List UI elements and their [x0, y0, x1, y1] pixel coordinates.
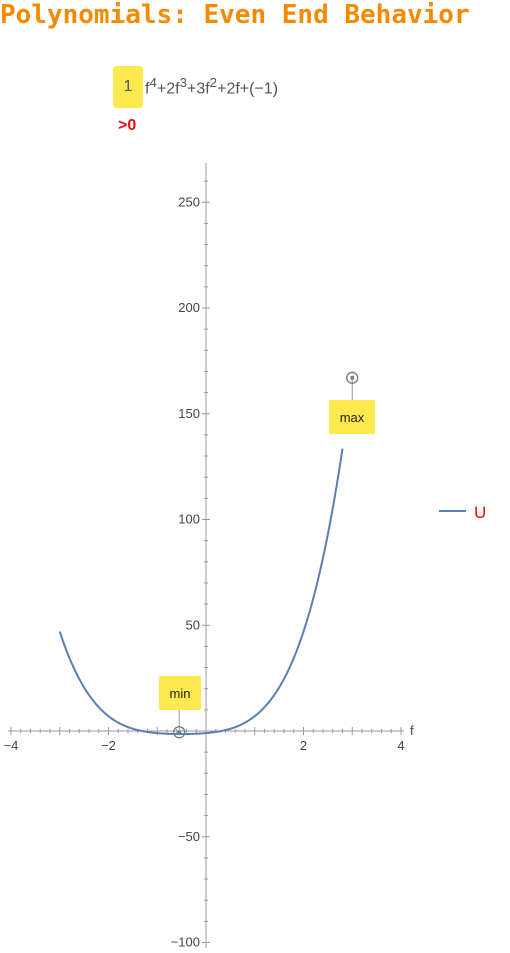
min-callout-label: min: [170, 686, 191, 701]
x-tick-label: −4: [4, 738, 19, 753]
x-tick-label: 2: [300, 738, 307, 753]
max-marker: [346, 371, 359, 384]
min-point: [177, 730, 182, 735]
annotation-layer: min max: [159, 371, 375, 739]
curve-layer: [58, 448, 344, 736]
x-axis-label: f: [410, 723, 414, 738]
y-tick-label: −100: [171, 935, 200, 950]
min-marker: [173, 726, 186, 739]
series-line-U: [58, 448, 344, 736]
chart-legend: U: [439, 503, 486, 522]
chart-axes: −4 −2 2 4f −100 −50 50 100 150 200 250: [4, 163, 414, 950]
min-callout-box: [159, 676, 201, 710]
y-tick-label: −50: [178, 829, 200, 844]
polynomial-terms: f4+2f3+3f2+2f+(−1): [145, 75, 279, 98]
coefficient-sign-label: >0: [118, 117, 137, 134]
leading-coefficient-badge[interactable]: 1: [113, 66, 143, 108]
max-callout-label: max: [340, 410, 365, 425]
polynomial-expression: 1 f4+2f3+3f2+2f+(−1): [113, 66, 278, 108]
page-title: Polynomials: Even End Behavior: [0, 0, 470, 30]
y-tick-label: 100: [178, 512, 200, 527]
y-tick-label: 250: [178, 194, 200, 209]
max-callout-box: [329, 400, 375, 434]
y-tick-label: 50: [186, 617, 200, 632]
y-tick-label: 150: [178, 406, 200, 421]
max-point: [350, 375, 355, 380]
y-tick-label: 200: [178, 300, 200, 315]
legend-label-U: U: [474, 503, 486, 522]
x-tick-label: −2: [101, 738, 116, 753]
x-tick-label: 4: [397, 738, 404, 753]
